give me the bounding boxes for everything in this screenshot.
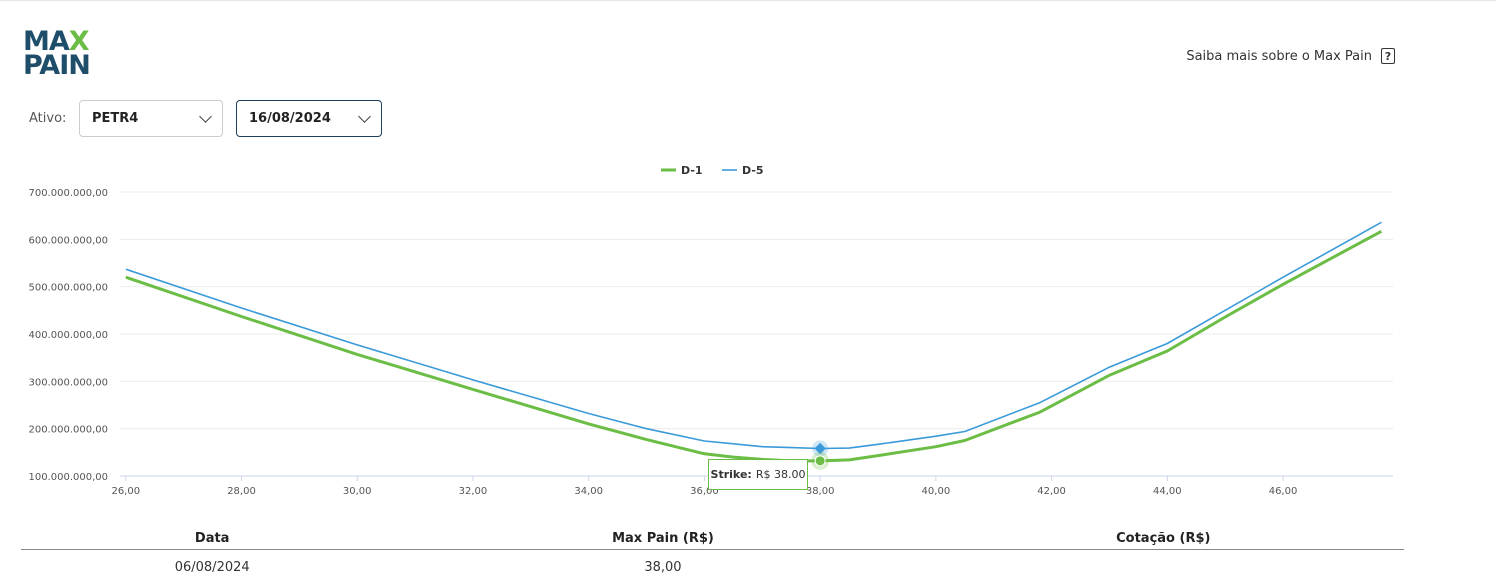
max-pain-logo: MAX PAIN [23, 28, 91, 81]
y-tick-label: 100.000.000,00 [28, 472, 108, 483]
legend-label-d-1: D-1 [681, 164, 703, 177]
max-pain-table: Data Max Pain (R$) Cotação (R$) 06/08/20… [21, 527, 1404, 584]
x-tick-label: 32,00 [459, 486, 488, 497]
tooltip-value: R$ 38.00 [755, 468, 806, 481]
x-tick-label: 34,00 [574, 486, 603, 497]
table-row: 06/08/2024 38,00 [21, 550, 1404, 585]
max-pain-chart: 100.000.000,00 200.000.000,00 300.000.000,… [28, 164, 1393, 497]
cell-cotacao [923, 550, 1404, 585]
y-tick-label: 200.000.000,00 [28, 425, 108, 436]
table-header-row: Data Max Pain (R$) Cotação (R$) [21, 527, 1404, 550]
header-max-pain: Max Pain (R$) [403, 527, 923, 550]
x-tick-label: 30,00 [343, 486, 372, 497]
legend-label-d-5: D-5 [742, 164, 764, 177]
x-tick-label: 46,00 [1269, 486, 1298, 497]
y-tick-label: 600.000.000,00 [28, 235, 108, 246]
logo-x: X [68, 26, 90, 57]
ativo-select[interactable]: PETR4 [79, 100, 223, 137]
y-tick-label: 300.000.000,00 [28, 377, 108, 388]
header-cotacao: Cotação (R$) [922, 527, 1404, 550]
header-data: Data [21, 527, 404, 550]
chevron-down-icon[interactable] [358, 110, 371, 123]
logo-ma: MA [23, 26, 70, 57]
tooltip-label: Strike: [710, 468, 752, 481]
x-tick-label: 38,00 [806, 486, 835, 497]
ativo-label: Ativo: [29, 111, 67, 126]
d1-highlight-marker [814, 455, 826, 467]
help-link[interactable]: Saiba mais sobre o Max Pain ? [1186, 48, 1395, 64]
cell-max-pain: 38,00 [644, 559, 682, 575]
ativo-select-value[interactable]: PETR4 [92, 111, 139, 126]
x-tick-label: 28,00 [227, 486, 256, 497]
logo-pain: PAIN [23, 50, 91, 81]
top-divider [0, 0, 1496, 1]
date-select-value[interactable]: 16/08/2024 [249, 111, 331, 126]
x-tick-label: 42,00 [1037, 486, 1066, 497]
y-tick-label: 500.000.000,00 [28, 283, 108, 294]
d5-highlight-marker [814, 442, 826, 455]
x-tick-label: 40,00 [922, 486, 951, 497]
x-tick-label: 36,00 [690, 486, 719, 497]
question-icon[interactable]: ? [1381, 48, 1395, 64]
x-tick-label: 44,00 [1153, 486, 1182, 497]
date-select[interactable]: 16/08/2024 [236, 100, 382, 137]
chevron-down-icon[interactable] [199, 110, 212, 123]
y-tick-label: 700.000.000,00 [28, 188, 108, 199]
chart-tooltip: Strike: R$ 38.00 [708, 459, 808, 490]
help-link-label[interactable]: Saiba mais sobre o Max Pain [1186, 48, 1372, 64]
x-tick-label: 26,00 [111, 486, 140, 497]
cell-data: 06/08/2024 [174, 559, 250, 575]
y-tick-label: 400.000.000,00 [28, 330, 108, 341]
series-line-d-1 [125, 229, 1383, 463]
